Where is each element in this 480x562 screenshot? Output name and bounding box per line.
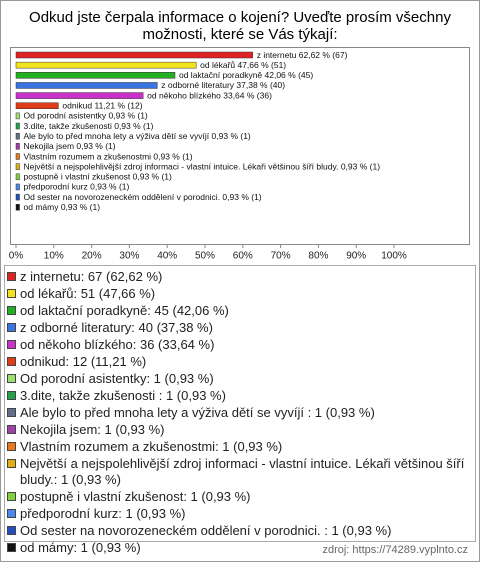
legend-entry: postupně i vlastní zkušenost: 1 (0,93 %)	[7, 489, 467, 505]
value-label: Ale bylo to před mnoha lety a výživa dět…	[24, 131, 251, 141]
legend-entry: z internetu: 67 (62,62 %)	[7, 269, 467, 285]
bar	[15, 204, 20, 211]
legend-label: od někoho blízkého: 36 (33,64 %)	[20, 337, 215, 352]
legend-entry: Od porodní asistentky: 1 (0,93 %)	[7, 371, 467, 387]
x-tick-label: 10%	[44, 251, 64, 262]
x-tick-label: 90%	[346, 251, 366, 262]
legend-swatch	[7, 306, 16, 315]
bar	[15, 183, 20, 191]
legend-label: odnikud: 12 (11,21 %)	[20, 354, 147, 369]
x-tick-label: 40%	[157, 251, 177, 262]
legend-swatch	[7, 289, 16, 298]
legend-label: postupně i vlastní zkušenost: 1 (0,93 %)	[20, 489, 251, 504]
legend-entry: Od sester na novorozeneckém oddělení v p…	[7, 523, 467, 539]
legend-swatch	[7, 408, 16, 417]
source: zdroj: https://74289.vyplnto.cz	[322, 544, 468, 556]
legend-swatch	[7, 509, 16, 518]
legend-label: Nekojila jsem: 1 (0,93 %)	[20, 422, 165, 437]
legend-label: Od porodní asistentky: 1 (0,93 %)	[20, 371, 214, 386]
value-label: z odborné literatury 37,38 % (40)	[161, 80, 285, 90]
value-label: od mámy 0,93 % (1)	[24, 202, 101, 212]
value-label: Největší a nejspolehlivější zdroj inform…	[24, 161, 381, 171]
bar	[15, 82, 158, 89]
legend-swatch	[7, 526, 16, 535]
legend-label: Od sester na novorozeneckém oddělení v p…	[20, 523, 392, 538]
legend-label: od lékařů: 51 (47,66 %)	[20, 286, 156, 301]
bar	[15, 122, 20, 130]
x-tick-label: 70%	[271, 251, 291, 262]
legend-label: od laktační poradkyně: 45 (42,06 %)	[20, 303, 229, 318]
legend-swatch	[7, 374, 16, 383]
bar	[15, 143, 20, 150]
legend-entry: od laktační poradkyně: 45 (42,06 %)	[7, 303, 467, 319]
x-tick-label: 60%	[233, 251, 253, 262]
legend-swatch	[7, 459, 16, 468]
bar	[15, 193, 20, 201]
bar	[15, 163, 20, 170]
legend-entry: Vlastním rozumem a zkušenostmi: 1 (0,93 …	[7, 439, 467, 455]
legend-label: z odborné literatury: 40 (37,38 %)	[20, 320, 213, 335]
legend-swatch	[7, 442, 16, 451]
plot-frame	[10, 47, 470, 245]
legend-swatch	[7, 492, 16, 501]
legend: z internetu: 67 (62,62 %) od lékařů: 51 (…	[7, 269, 467, 557]
value-label: předporodní kurz 0,93 % (1)	[24, 182, 130, 192]
value-label: od laktační poradkyně 42,06 % (45)	[179, 70, 313, 80]
value-label: Od sester na novorozeneckém oddělení v p…	[24, 192, 262, 202]
bar	[15, 132, 20, 140]
value-label: postupně i vlastní zkušenost 0,93 % (1)	[24, 172, 173, 182]
legend-entry: předporodní kurz: 1 (0,93 %)	[7, 506, 467, 522]
bar	[15, 61, 197, 69]
legend-frame	[4, 265, 476, 542]
legend-label: od mámy: 1 (0,93 %)	[20, 540, 141, 555]
x-tick-label: 50%	[195, 251, 215, 262]
value-label: odnikud 11,21 % (12)	[62, 101, 142, 111]
legend-label: 3.dite, takže zkušenosti : 1 (0,93 %)	[20, 388, 226, 403]
bar	[15, 92, 144, 99]
legend-swatch	[7, 323, 16, 332]
x-tick-label: 30%	[119, 251, 139, 262]
value-label: Vlastním rozumem a zkušenostmi 0,93 % (1…	[24, 151, 193, 161]
legend-entry: Ale bylo to před mnoha lety a výživa dět…	[7, 405, 467, 421]
legend-label: předporodní kurz: 1 (0,93 %)	[20, 506, 186, 521]
chart-title: Odkud jste čerpala informace o kojení? U…	[29, 9, 451, 43]
value-label: Od porodní asistentky 0,93 % (1)	[24, 111, 148, 121]
legend-swatch	[7, 391, 16, 400]
legend-entry: od mámy: 1 (0,93 %)	[7, 540, 467, 556]
legend-label: Největší a nejspolehlivější zdroj inform…	[20, 456, 465, 487]
legend-swatch	[7, 543, 16, 552]
legend-swatch	[7, 425, 16, 434]
legend-swatch	[7, 357, 16, 366]
legend-swatch	[7, 272, 16, 281]
legend-label: Ale bylo to před mnoha lety a výživa dět…	[20, 405, 375, 420]
legend-entry: 3.dite, takže zkušenosti : 1 (0,93 %)	[7, 388, 467, 404]
bar	[15, 72, 176, 79]
x-tick-label: 100%	[381, 251, 407, 262]
legend-entry: od někoho blízkého: 36 (33,64 %)	[7, 337, 467, 353]
value-label: od lékařů 47,66 % (51)	[200, 60, 286, 70]
value-label: Nekojila jsem 0,93 % (1)	[24, 141, 116, 151]
legend-entry: od lékařů: 51 (47,66 %)	[7, 286, 467, 302]
bar	[15, 153, 20, 160]
value-label: od někoho blízkého 33,64 % (36)	[147, 90, 272, 100]
bar	[15, 173, 20, 181]
legend-label: z internetu: 67 (62,62 %)	[20, 269, 163, 284]
x-tick-label: 0%	[9, 251, 24, 262]
bar	[15, 51, 253, 59]
legend-entry: Nekojila jsem: 1 (0,93 %)	[7, 422, 467, 438]
bar	[15, 112, 20, 120]
bar	[15, 102, 59, 109]
legend-label: Vlastním rozumem a zkušenostmi: 1 (0,93 …	[20, 439, 283, 454]
legend-entry: odnikud: 12 (11,21 %)	[7, 354, 467, 370]
x-tick-label: 20%	[82, 251, 102, 262]
x-tick-label: 80%	[308, 251, 328, 262]
legend-entry: z odborné literatury: 40 (37,38 %)	[7, 320, 467, 336]
value-label: z internetu 62,62 % (67)	[257, 50, 348, 60]
legend-swatch	[7, 340, 16, 349]
legend-entry: Největší a nejspolehlivější zdroj inform…	[7, 456, 467, 488]
value-label: 3.dite, takže zkušenosti 0,93 % (1)	[24, 121, 154, 131]
